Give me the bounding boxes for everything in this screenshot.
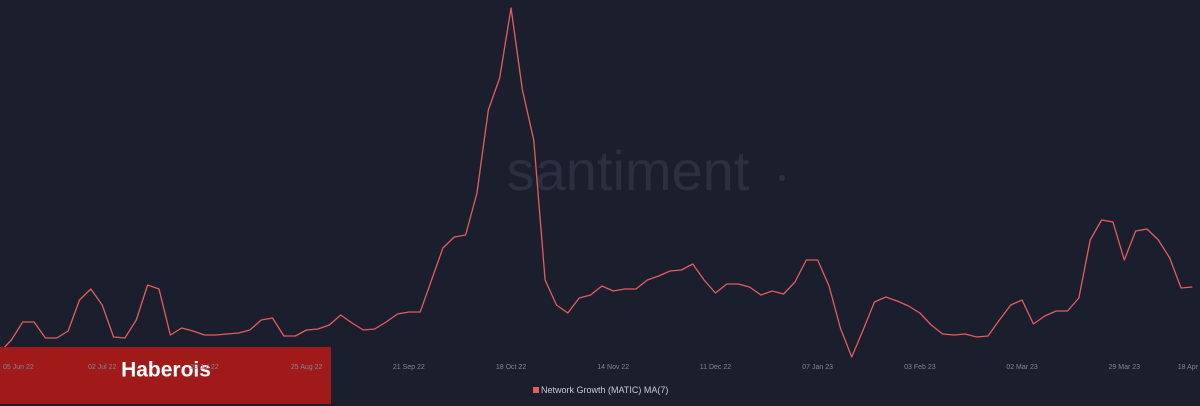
series-line [0,7,1193,358]
x-tick-label: 18 Apr [1178,364,1199,371]
banner-text: Haberois [121,359,211,382]
x-tick-label: 05 Jun 22 [3,364,34,371]
legend-swatch [533,387,539,393]
x-tick-label: 18 Oct 22 [496,364,526,371]
plot [0,7,1193,358]
x-tick-label: 29 Mar 23 [1109,364,1141,371]
x-tick-label: 29 Jul 22 [190,364,219,371]
x-tick-label: 02 Mar 23 [1006,364,1038,371]
legend-label: Network Growth (MATIC) MA(7) [541,385,668,395]
watermark-dot [779,175,785,181]
x-tick-label: 14 Nov 22 [597,364,629,371]
banner [0,347,331,404]
x-tick-label: 03 Feb 23 [904,364,936,371]
x-tick-label: 07 Jan 23 [802,364,833,371]
x-tick-label: 11 Dec 22 [700,364,731,371]
x-tick-label: 25 Aug 22 [291,364,323,371]
x-tick-label: 21 Sep 22 [393,364,425,371]
watermark: santiment [507,139,750,202]
x-tick-label: 02 Jul 22 [88,364,117,371]
